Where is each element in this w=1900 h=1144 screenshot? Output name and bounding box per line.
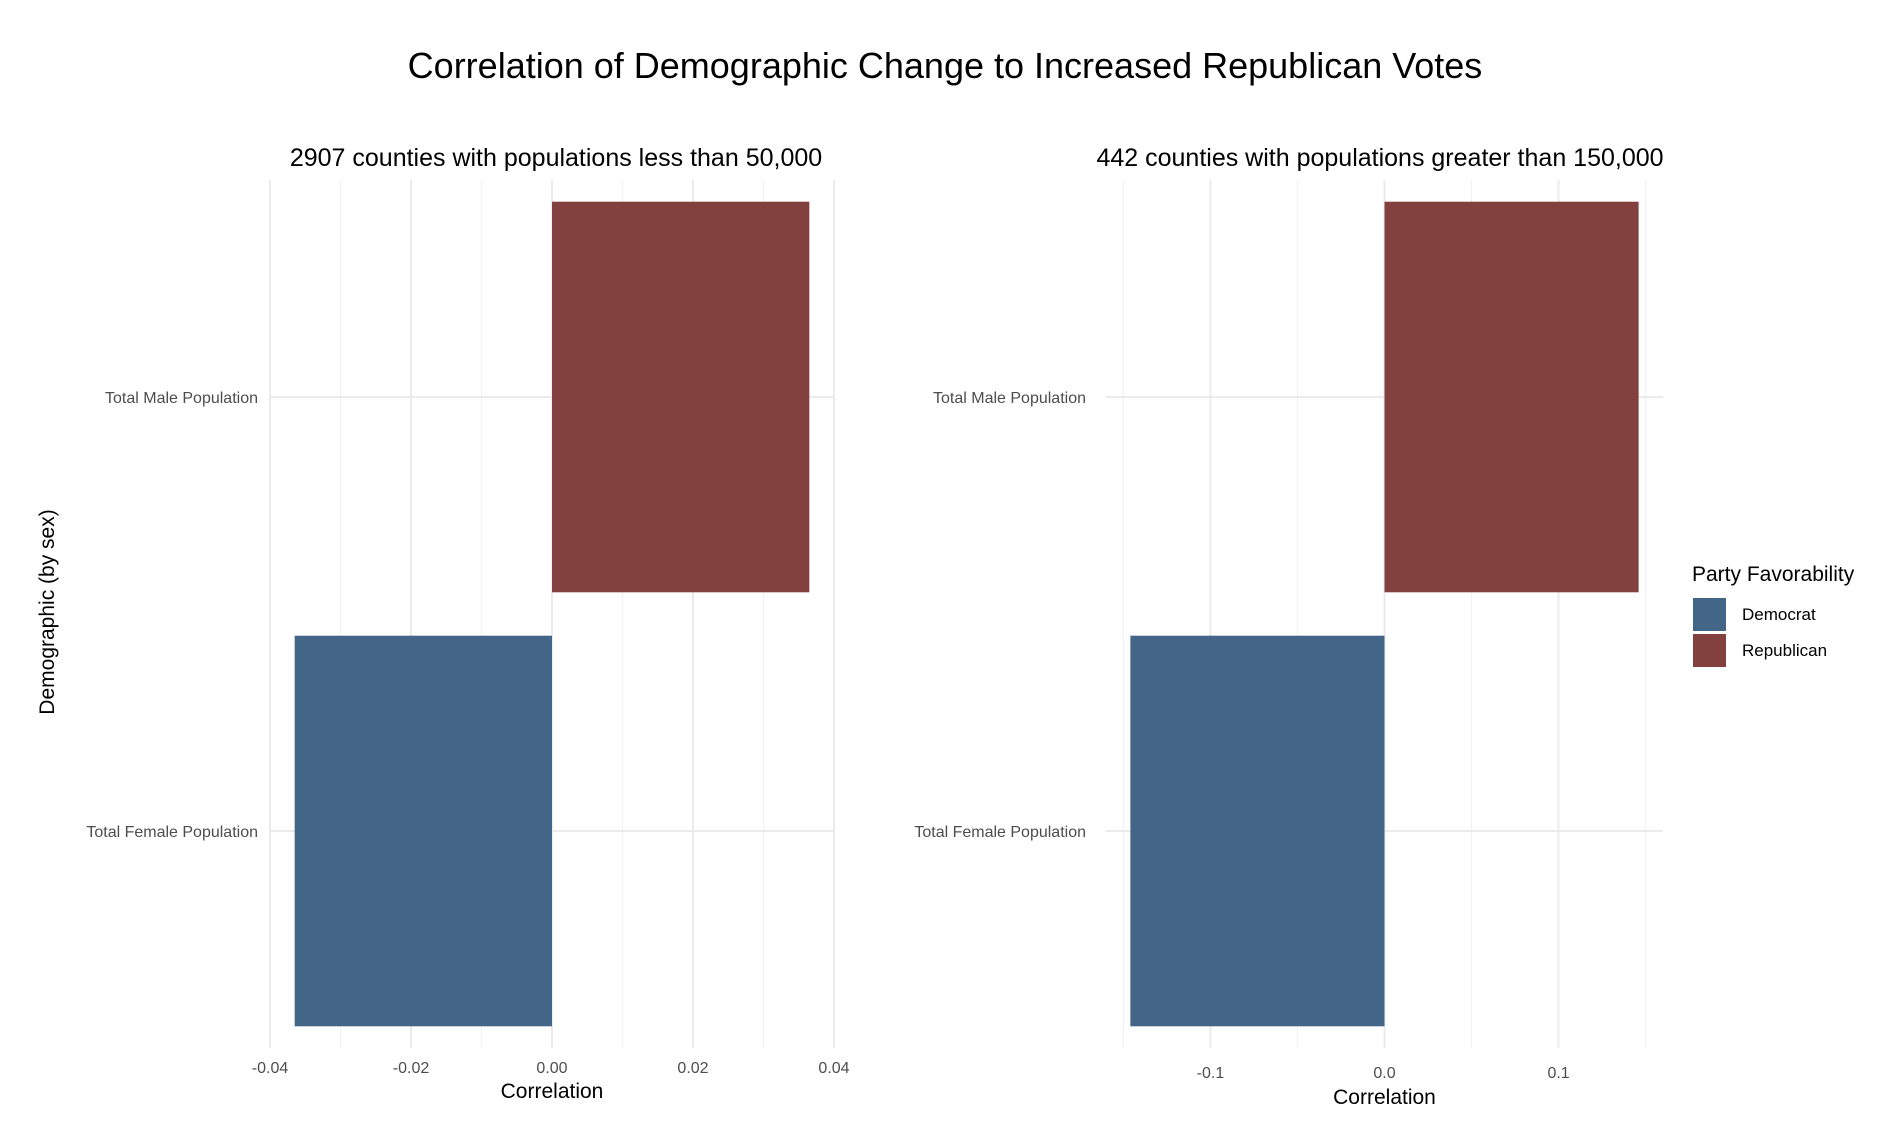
category-label-large-0: Total Male Population: [933, 390, 1086, 407]
bar-large-republican: [1384, 201, 1639, 593]
y-axis-title: Demographic (by sex): [36, 509, 59, 714]
panel-subtitle-large: 442 counties with populations greater th…: [1096, 144, 1663, 172]
panel-small-counties: Total Male Population Total Female Popula…: [86, 144, 849, 1103]
bar-small-republican: [552, 201, 810, 593]
bar-small-democrat: [294, 635, 552, 1027]
category-label-small-0: Total Male Population: [105, 390, 258, 407]
chart-title: Correlation of Demographic Change to Inc…: [408, 45, 1483, 86]
legend-label-republican: Republican: [1742, 641, 1827, 660]
x-axis-title-large: Correlation: [1333, 1086, 1436, 1109]
panel-large-counties: Total Male Population Total Female Popula…: [914, 144, 1663, 1109]
category-label-large-1: Total Female Population: [914, 824, 1086, 841]
category-label-small-1: Total Female Population: [86, 824, 258, 841]
x-tick-label-small-1: -0.02: [393, 1060, 430, 1077]
x-tick-label-small-2: 0.00: [536, 1060, 567, 1077]
legend-swatch-democrat: [1693, 598, 1726, 631]
legend-label-democrat: Democrat: [1742, 605, 1816, 624]
x-tick-label-large-1: 0.0: [1373, 1065, 1395, 1082]
x-tick-label-large-0: -0.1: [1197, 1065, 1225, 1082]
bar-large-democrat: [1130, 635, 1385, 1027]
legend: Party Favorability Democrat Republican: [1692, 563, 1855, 667]
x-tick-label-large-2: 0.1: [1547, 1065, 1569, 1082]
legend-swatch-republican: [1693, 634, 1726, 667]
panel-subtitle-small: 2907 counties with populations less than…: [290, 144, 822, 172]
legend-title: Party Favorability: [1692, 563, 1855, 586]
x-tick-label-small-0: -0.04: [252, 1060, 289, 1077]
x-tick-label-small-4: 0.04: [818, 1060, 849, 1077]
x-tick-label-small-3: 0.02: [677, 1060, 708, 1077]
x-axis-title-small: Correlation: [501, 1080, 604, 1103]
